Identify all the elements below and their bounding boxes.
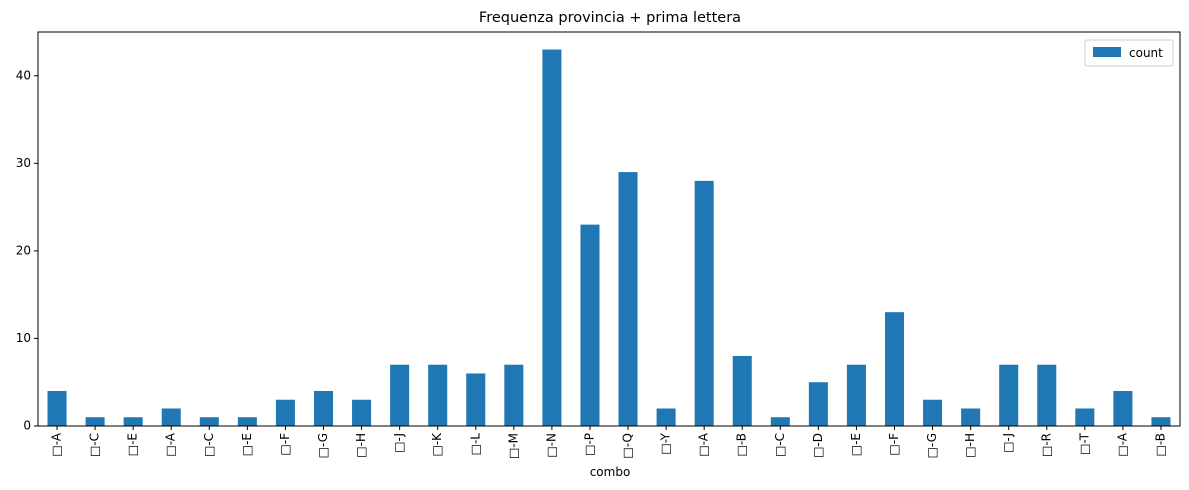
- legend-box: [1084, 39, 1174, 67]
- legend-swatch-count: [1093, 47, 1121, 57]
- x-tick-label-23: □-G: [925, 433, 939, 458]
- x-tick-label-21: □-E: [849, 433, 863, 456]
- bar-6: [275, 399, 295, 426]
- bar-22: [884, 312, 905, 426]
- x-tick-label-11: □-L: [468, 433, 482, 456]
- bar-28: [1113, 390, 1133, 426]
- bar-9: [390, 364, 410, 426]
- x-tick-label-1: □-C: [88, 433, 102, 457]
- bar-18: [732, 355, 752, 426]
- x-ticks-layer: □-A □-C □-E □-A □-C □-E □-F □-G □-H □-J □-K □-L □-M □…: [50, 426, 1167, 459]
- bar-12: [504, 364, 524, 426]
- x-tick-label-18: □-B: [735, 433, 749, 456]
- x-tick-label-24: □-H: [963, 433, 977, 458]
- bar-27: [1075, 408, 1095, 426]
- x-tick-label-0: □-A: [50, 432, 64, 456]
- bar-23: [923, 399, 943, 426]
- x-tick-label-2: □-E: [126, 433, 140, 456]
- x-tick-label-8: □-H: [354, 433, 368, 458]
- y-tick-label-1: 10: [16, 331, 31, 345]
- x-tick-label-15: □-Q: [621, 433, 635, 459]
- x-tick-label-16: □-Y: [659, 432, 673, 454]
- x-tick-label-6: □-F: [278, 433, 292, 456]
- legend: count: [1084, 39, 1174, 67]
- x-tick-label-9: □-J: [392, 433, 406, 453]
- bar-1: [85, 417, 105, 426]
- chart-title: Frequenza provincia + prima lettera: [479, 10, 741, 26]
- bar-13: [542, 49, 562, 427]
- x-tick-label-4: □-C: [202, 433, 216, 457]
- bar-3: [161, 408, 181, 426]
- bar-25: [999, 364, 1019, 426]
- x-tick-label-3: □-A: [164, 432, 178, 456]
- x-tick-label-17: □-A: [697, 432, 711, 456]
- y-ticks-layer: 0 10 20 30 40: [16, 68, 38, 433]
- bar-21: [846, 364, 866, 426]
- x-tick-label-28: □-A: [1115, 432, 1129, 456]
- bar-10: [428, 364, 448, 426]
- x-tick-label-25: □-J: [1001, 433, 1015, 453]
- y-tick-label-0: 0: [23, 419, 31, 433]
- x-tick-label-19: □-C: [773, 433, 787, 457]
- x-axis-label: combo: [590, 465, 631, 479]
- legend-entry-count: count: [1129, 46, 1163, 60]
- bar-29: [1151, 417, 1171, 426]
- bar-24: [961, 408, 981, 426]
- bar-20: [808, 382, 828, 426]
- x-tick-label-10: □-K: [430, 432, 444, 457]
- x-tick-label-20: □-D: [811, 433, 825, 458]
- x-tick-label-12: □-M: [506, 433, 520, 459]
- bar-11: [466, 373, 486, 426]
- bar-26: [1037, 364, 1057, 426]
- bar-2: [123, 417, 143, 426]
- bars-layer: [47, 49, 1171, 427]
- bar-5: [237, 417, 257, 426]
- bar-14: [580, 224, 600, 426]
- x-tick-label-27: □-T: [1077, 432, 1091, 455]
- x-tick-label-29: □-B: [1153, 433, 1167, 456]
- bar-16: [656, 408, 676, 426]
- bar-7: [313, 390, 334, 426]
- y-tick-label-3: 30: [16, 156, 31, 170]
- x-tick-label-14: □-P: [582, 433, 596, 456]
- x-tick-label-13: □-N: [544, 433, 558, 458]
- x-tick-label-7: □-G: [316, 433, 330, 458]
- plot-frame: [37, 31, 1181, 427]
- y-tick-label-2: 20: [16, 243, 31, 257]
- x-tick-label-5: □-E: [240, 433, 254, 456]
- bar-17: [694, 180, 714, 426]
- x-tick-label-26: □-R: [1039, 433, 1053, 457]
- bar-4: [199, 417, 219, 426]
- bar-15: [618, 172, 638, 426]
- bar-19: [770, 417, 790, 426]
- bar-0: [47, 390, 67, 426]
- bar-8: [352, 399, 372, 426]
- x-tick-label-22: □-F: [887, 433, 901, 456]
- y-tick-label-4: 40: [16, 68, 31, 82]
